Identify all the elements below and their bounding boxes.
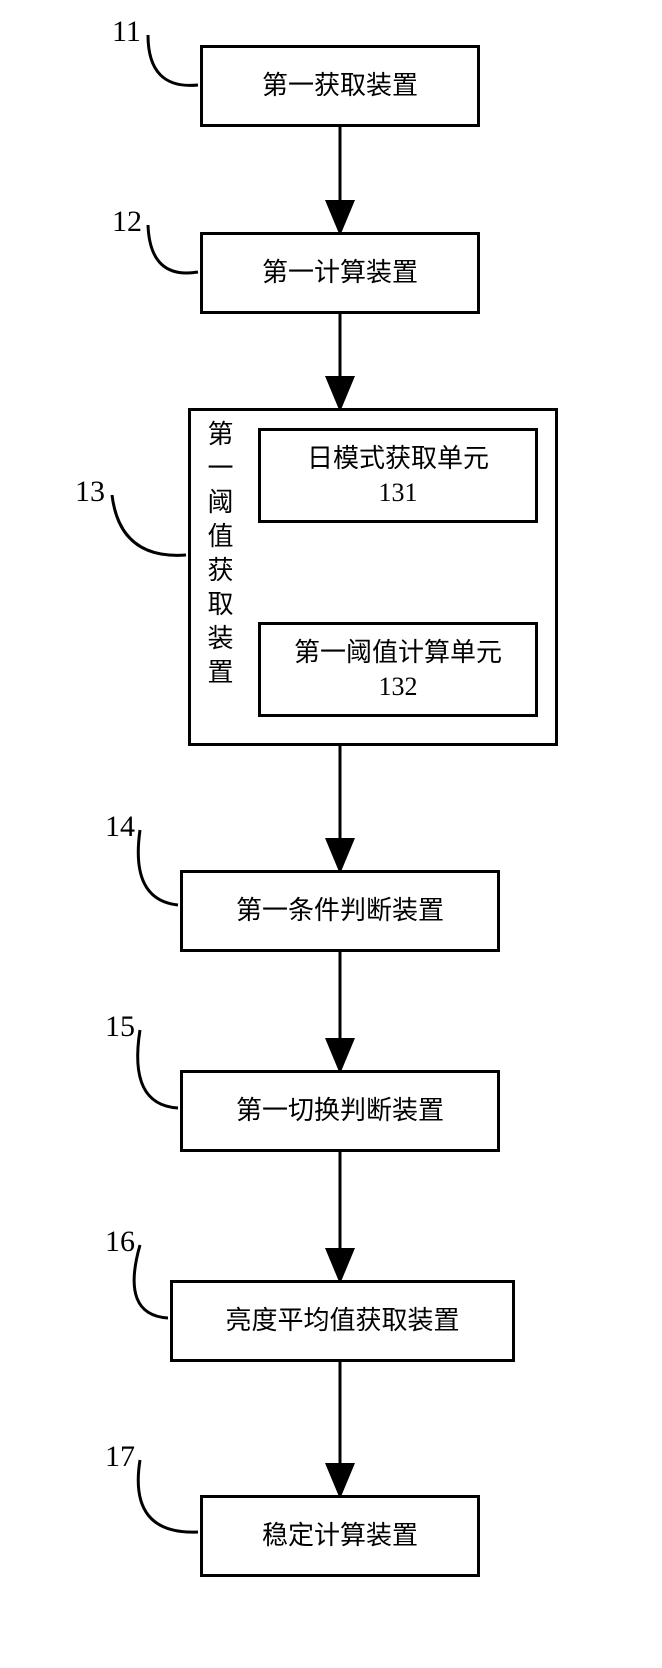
- node-n16: 亮度平均值获取装置: [170, 1280, 515, 1362]
- annotation-15: 15: [105, 1010, 135, 1044]
- node-n132: 第一阈值计算单元132: [258, 622, 538, 717]
- annotation-14: 14: [105, 810, 135, 844]
- annotation-17: 17: [105, 1440, 135, 1474]
- node-n14: 第一条件判断装置: [180, 870, 500, 952]
- node-n131: 日模式获取单元131: [258, 428, 538, 523]
- annotation-curve-c15: [138, 1030, 178, 1108]
- node-n15: 第一切换判断装置: [180, 1070, 500, 1152]
- annotation-curve-c13: [112, 495, 186, 555]
- vlabel-container13: 第一阈值获取装置: [200, 420, 237, 692]
- annotation-16: 16: [105, 1225, 135, 1259]
- annotation-11: 11: [112, 15, 141, 49]
- node-text-line: 132: [294, 670, 502, 704]
- annotation-curve-c12: [148, 225, 198, 273]
- annotation-curve-c16: [134, 1245, 168, 1318]
- node-n17: 稳定计算装置: [200, 1495, 480, 1577]
- annotation-curve-c17: [138, 1460, 198, 1532]
- node-n11: 第一获取装置: [200, 45, 480, 127]
- node-text-line: 第一阈值计算单元: [294, 636, 502, 670]
- annotation-12: 12: [112, 205, 142, 239]
- annotation-13: 13: [75, 475, 105, 509]
- node-text-line: 131: [307, 476, 489, 510]
- node-n12: 第一计算装置: [200, 232, 480, 314]
- node-text-line: 日模式获取单元: [307, 442, 489, 476]
- annotation-curve-c14: [138, 830, 178, 905]
- annotation-curve-c11: [148, 35, 198, 85]
- flowchart-root: 第一获取装置 11 第一计算装置 12 第一阈值获取装置 13 日模式获取单元131 第一阈值…: [0, 0, 662, 1668]
